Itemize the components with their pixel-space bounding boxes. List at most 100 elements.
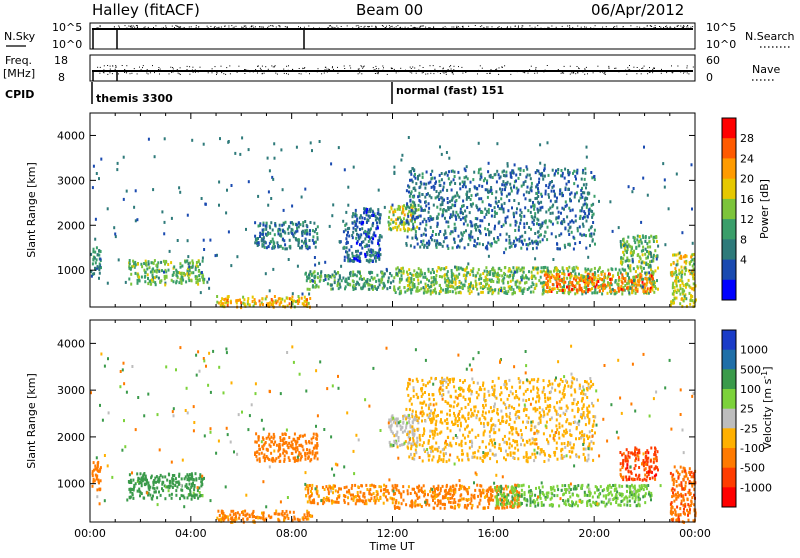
echo-cell <box>541 206 543 209</box>
echo-cell <box>288 456 290 459</box>
echo-cell <box>675 279 677 282</box>
nave-point <box>446 72 447 73</box>
echo-cell <box>280 439 282 442</box>
echo-cell <box>670 300 672 303</box>
echo-cell <box>532 242 534 245</box>
echo-cell <box>515 224 517 227</box>
echo-cell <box>567 188 569 191</box>
nave-point <box>597 66 598 67</box>
echo-cell <box>391 207 393 210</box>
echo-cell <box>135 189 137 192</box>
echo-cell <box>178 186 180 189</box>
echo-cell <box>548 208 550 211</box>
nsky-point <box>258 28 259 29</box>
echo-cell <box>293 235 295 238</box>
echo-cell <box>345 278 347 281</box>
echo-cell <box>654 285 656 288</box>
nave-point <box>543 71 544 72</box>
nave-point <box>126 65 127 66</box>
echo-cell <box>544 235 546 238</box>
echo-cell <box>160 474 162 477</box>
echo-cell <box>304 452 306 455</box>
echo-cell <box>361 216 363 219</box>
echo-cell <box>407 227 409 230</box>
nsky-point <box>214 27 215 28</box>
echo-cell <box>635 270 637 273</box>
echo-cell <box>496 202 498 205</box>
echo-cell <box>478 142 480 145</box>
echo-cell <box>644 272 646 275</box>
echo-cell <box>289 247 291 250</box>
echo-cell <box>584 267 586 270</box>
nave-point <box>487 73 488 74</box>
nave-point <box>605 74 606 75</box>
nsky-point <box>363 28 364 29</box>
echo-cell <box>522 243 524 246</box>
echo-cell <box>507 181 509 184</box>
echo-cell <box>489 243 491 246</box>
freq-tick-low: 8 <box>58 71 65 84</box>
echo-cell <box>238 517 240 520</box>
echo-cell <box>187 487 189 490</box>
nave-point <box>358 69 359 70</box>
echo-cell <box>571 281 573 284</box>
echo-cell <box>337 271 339 274</box>
echo-cell <box>236 255 238 258</box>
echo-cell <box>438 213 440 216</box>
echo-cell <box>137 490 139 493</box>
echo-cell <box>144 280 146 283</box>
nave-point <box>215 66 216 67</box>
nave-point <box>104 65 105 66</box>
nsky-point <box>207 28 208 29</box>
echo-cell <box>523 222 525 225</box>
nave-point <box>510 74 511 75</box>
echo-cell <box>475 283 477 286</box>
power-echoes <box>90 136 697 309</box>
echo-cell <box>309 277 311 280</box>
echo-cell <box>443 182 445 185</box>
echo-cell <box>395 222 397 225</box>
echo-cell <box>679 284 681 287</box>
echo-cell <box>462 217 464 220</box>
echo-cell <box>648 240 650 243</box>
echo-cell <box>494 206 496 209</box>
nsky-point <box>110 29 111 30</box>
echo-cell <box>302 230 304 233</box>
echo-cell <box>473 244 475 247</box>
echo-cell <box>151 261 153 264</box>
echo-cell <box>349 259 351 262</box>
echo-cell <box>496 212 498 215</box>
echo-cell <box>653 236 655 239</box>
echo-cell <box>392 204 394 207</box>
velocity-echoes <box>90 345 697 524</box>
echo-cell <box>308 293 310 296</box>
nsky-point <box>338 27 339 28</box>
echo-cell <box>455 292 457 295</box>
echo-cell <box>399 292 401 295</box>
echo-cell <box>130 273 132 276</box>
echo-cell <box>152 481 154 484</box>
echo-cell <box>306 298 308 301</box>
echo-cell <box>445 220 447 223</box>
echo-cell <box>624 277 626 280</box>
nsky-point <box>486 27 487 28</box>
echo-cell <box>509 224 511 227</box>
cpid-segment-2: normal (fast) 151 <box>396 84 504 97</box>
echo-cell <box>268 514 270 517</box>
echo-cell <box>503 291 505 294</box>
echo-cell <box>96 478 98 481</box>
echo-cell <box>476 242 478 245</box>
echo-cell <box>368 288 370 291</box>
echo-cell <box>585 197 587 200</box>
echo-cell <box>480 286 482 289</box>
echo-cell <box>99 488 101 491</box>
nave-point <box>454 66 455 67</box>
echo-cell <box>332 203 334 206</box>
echo-cell <box>649 245 651 248</box>
echo-cell <box>556 281 558 284</box>
nsky-point <box>677 26 678 27</box>
echo-cell <box>540 276 542 279</box>
echo-cell <box>488 233 490 236</box>
echo-cell <box>194 484 196 487</box>
nave-point <box>570 66 571 67</box>
